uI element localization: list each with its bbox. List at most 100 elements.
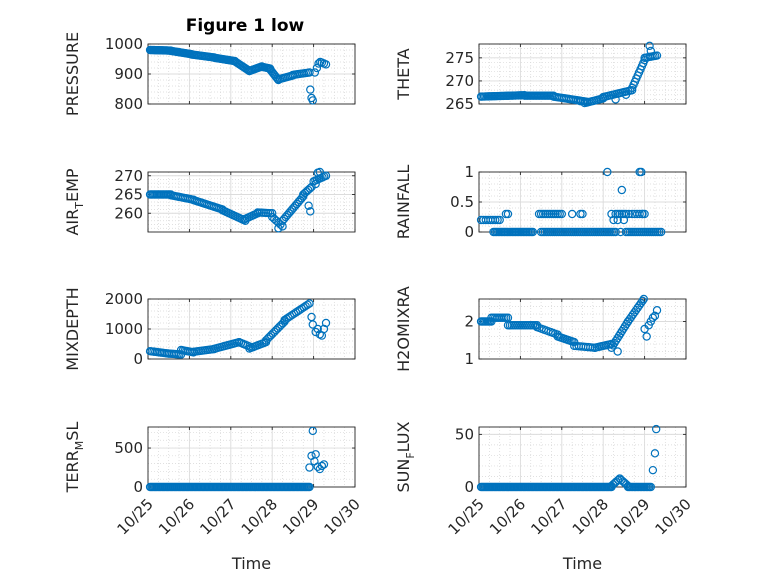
data-point — [580, 98, 589, 108]
y-tick-label: 2 — [464, 313, 474, 331]
y-tick-label: 2000 — [105, 290, 143, 308]
data-point — [639, 294, 648, 304]
y-tick-label: 1 — [464, 350, 474, 368]
data-point — [308, 426, 317, 436]
x-tick-label: 10/29 — [279, 495, 322, 538]
data-point — [646, 482, 656, 492]
data-point — [652, 51, 662, 60]
data-point — [306, 85, 315, 94]
x-tick-label: 10/27 — [196, 495, 239, 538]
data-point — [311, 450, 320, 459]
data-point — [656, 227, 666, 237]
axes-box — [478, 298, 687, 360]
y-axis-label: AIRTEMP — [63, 168, 86, 235]
data-point — [305, 68, 314, 77]
x-axis-label: Time — [562, 554, 602, 573]
data-point — [646, 46, 656, 56]
data-point — [305, 184, 315, 193]
y-tick-label: 0 — [133, 478, 143, 496]
y-tick-label: 275 — [445, 49, 474, 67]
data-point — [651, 424, 661, 434]
y-tick-label: 1000 — [105, 320, 143, 338]
data-point — [578, 209, 587, 219]
y-tick-label: 500 — [114, 439, 143, 457]
data-point — [645, 41, 654, 51]
data-point — [321, 60, 331, 69]
data-point — [650, 311, 660, 321]
subplot-theta: 265 270 275 THETA — [394, 41, 687, 113]
data-point — [303, 300, 312, 309]
x-tick-label: 10/29 — [610, 495, 653, 538]
data-point — [611, 227, 620, 237]
data-point — [635, 209, 644, 219]
data-point — [308, 320, 317, 329]
data-point — [648, 313, 658, 322]
axes-box — [147, 171, 356, 233]
x-tick-label: 10/26 — [486, 495, 529, 538]
y-tick-label: 260 — [114, 204, 143, 222]
data-point — [621, 209, 631, 219]
data-point — [274, 224, 283, 233]
data-point — [567, 209, 577, 219]
data-point — [609, 215, 618, 225]
y-tick-label: 1 — [464, 163, 474, 181]
data-point — [642, 332, 651, 341]
y-tick-label: 1000 — [105, 35, 143, 53]
data-point — [613, 475, 623, 485]
data-point — [636, 298, 646, 308]
data-point — [648, 465, 658, 475]
x-tick-label: 10/28 — [569, 495, 612, 538]
subplot-rainfall: 0 0.5 1 RAINFALL — [394, 163, 687, 241]
data-point — [306, 207, 315, 216]
data-point — [611, 95, 620, 104]
data-point — [621, 227, 631, 237]
data-point — [305, 299, 314, 308]
data-point — [637, 167, 646, 177]
data-point — [317, 461, 327, 471]
data-point — [308, 96, 317, 105]
data-point — [652, 306, 662, 315]
y-tick-label: 900 — [114, 65, 143, 83]
x-tick-label: 10/30 — [321, 495, 364, 538]
data-point — [576, 97, 585, 106]
y-axis-label: TERRMSL — [63, 422, 86, 494]
data-point — [638, 296, 647, 306]
data-point — [627, 85, 637, 95]
data-point — [621, 90, 631, 99]
x-tick-label: 10/30 — [652, 495, 695, 538]
x-tick-label: 10/25 — [114, 495, 157, 538]
data-point — [624, 209, 634, 219]
data-point — [616, 227, 625, 237]
data-point — [491, 215, 500, 225]
y-tick-label: 0.5 — [450, 193, 474, 211]
data-point — [503, 209, 513, 219]
x-tick-label: 10/26 — [155, 495, 198, 538]
data-point — [310, 68, 320, 77]
data-point — [613, 347, 622, 356]
subplot-mixdepth: 0 1000 2000 MIXDEPTH — [63, 287, 356, 371]
data-point — [613, 215, 622, 225]
y-tick-label: 800 — [114, 95, 143, 113]
data-point — [305, 482, 314, 492]
data-point — [495, 215, 504, 225]
y-tick-label: 50 — [455, 425, 474, 443]
y-tick-label: 0 — [464, 223, 474, 241]
x-tick-label: 10/28 — [238, 495, 281, 538]
y-axis-label: RAINFALL — [394, 165, 413, 240]
data-point — [638, 209, 647, 219]
data-point — [321, 171, 331, 180]
y-tick-label: 270 — [114, 167, 143, 185]
data-point — [617, 185, 627, 195]
data-point — [313, 324, 322, 334]
y-tick-label: 0 — [133, 350, 143, 368]
x-tick-label: 10/27 — [527, 495, 570, 538]
y-tick-label: 0 — [464, 478, 474, 496]
y-axis-label: PRESSURE — [63, 32, 82, 116]
y-tick-label: 265 — [445, 95, 474, 113]
data-point — [315, 330, 325, 339]
